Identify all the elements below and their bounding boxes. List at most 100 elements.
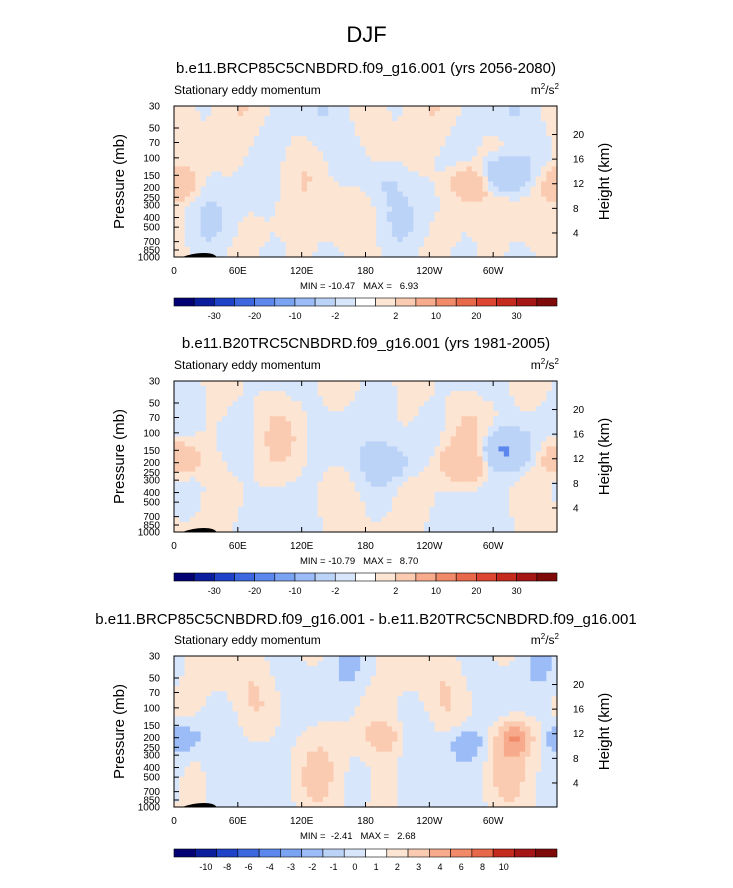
field-cell — [179, 656, 186, 662]
field-cell — [296, 136, 303, 142]
field-cell — [541, 421, 547, 427]
field-cell — [179, 386, 186, 392]
field-cell — [360, 686, 367, 692]
field-cell — [482, 151, 489, 157]
field-cell — [253, 226, 260, 233]
field-cell — [392, 106, 399, 112]
field-cell — [306, 171, 313, 178]
field-cell — [296, 421, 303, 427]
field-cell — [461, 246, 468, 253]
field-cell — [397, 511, 404, 518]
field-cell — [525, 671, 531, 677]
field-cell — [461, 216, 468, 223]
field-cell — [487, 671, 494, 677]
field-cell — [306, 116, 313, 122]
field-cell — [365, 511, 372, 518]
field-cell — [312, 176, 319, 183]
field-cell — [392, 421, 399, 427]
field-cell — [370, 501, 377, 508]
field-cell — [477, 416, 484, 422]
field-cell — [477, 656, 484, 662]
field-cell — [439, 221, 446, 228]
field-cell — [317, 446, 324, 453]
field-cell — [322, 236, 329, 243]
field-cell — [195, 686, 202, 692]
field-cell — [487, 436, 494, 442]
field-cell — [200, 656, 207, 662]
field-cell — [237, 201, 244, 208]
field-cell — [530, 676, 537, 682]
field-cell — [344, 656, 351, 662]
field-cell — [205, 416, 212, 422]
field-cell — [259, 126, 266, 132]
field-cell — [514, 221, 521, 228]
field-cell — [243, 461, 250, 468]
field-cell — [253, 146, 260, 152]
field-cell — [439, 501, 446, 508]
field-cell — [397, 436, 404, 442]
field-cell — [312, 451, 319, 458]
field-cell — [487, 431, 494, 437]
field-cell — [174, 191, 180, 198]
field-cell — [184, 511, 191, 518]
field-cell — [418, 521, 425, 528]
field-cell — [296, 511, 303, 518]
field-cell — [312, 446, 319, 453]
field-cell — [514, 181, 521, 188]
field-cell — [200, 491, 207, 498]
field-cell — [455, 436, 462, 442]
field-cell — [248, 396, 255, 402]
field-cell — [216, 526, 223, 533]
field-cell — [466, 681, 473, 687]
field-cell — [429, 186, 436, 193]
field-cell — [259, 421, 266, 427]
field-cell — [360, 466, 367, 473]
field-cell — [541, 206, 547, 213]
field-cell — [455, 186, 462, 193]
field-cell — [264, 496, 271, 503]
field-cell — [237, 136, 244, 142]
field-cell — [184, 216, 191, 223]
field-cell — [525, 146, 531, 152]
field-cell — [392, 156, 399, 162]
field-cell — [221, 411, 228, 417]
field-cell — [259, 131, 266, 137]
field-cell — [354, 216, 361, 223]
field-cell — [280, 191, 287, 198]
field-cell — [184, 386, 191, 392]
field-cell — [360, 116, 367, 122]
field-cell — [243, 166, 250, 173]
field-cell — [216, 431, 223, 437]
field-cell — [338, 151, 345, 157]
field-cell — [195, 156, 202, 162]
field-cell — [317, 176, 324, 183]
field-cell — [269, 131, 276, 137]
field-cell — [397, 456, 404, 463]
field-cell — [232, 381, 239, 387]
field-cell — [535, 661, 542, 667]
field-cell — [381, 211, 388, 218]
field-cell — [301, 501, 308, 508]
field-cell — [259, 426, 266, 432]
field-cell — [285, 671, 292, 677]
field-cell — [525, 226, 531, 233]
field-cell — [376, 506, 383, 513]
field-cell — [285, 251, 292, 258]
field-cell — [514, 466, 521, 473]
field-cell — [408, 386, 414, 392]
field-cell — [482, 451, 489, 458]
field-cell — [551, 666, 558, 672]
field-cell — [541, 246, 547, 253]
field-cell — [259, 656, 266, 662]
field-cell — [370, 426, 377, 432]
field-cell — [237, 176, 244, 183]
field-cell — [227, 141, 234, 147]
field-cell — [333, 491, 340, 498]
field-cell — [487, 216, 494, 223]
field-cell — [408, 111, 414, 117]
field-cell — [301, 671, 308, 677]
field-cell — [445, 171, 452, 178]
field-cell — [509, 481, 516, 488]
field-cell — [312, 251, 319, 258]
field-cell — [285, 406, 292, 412]
